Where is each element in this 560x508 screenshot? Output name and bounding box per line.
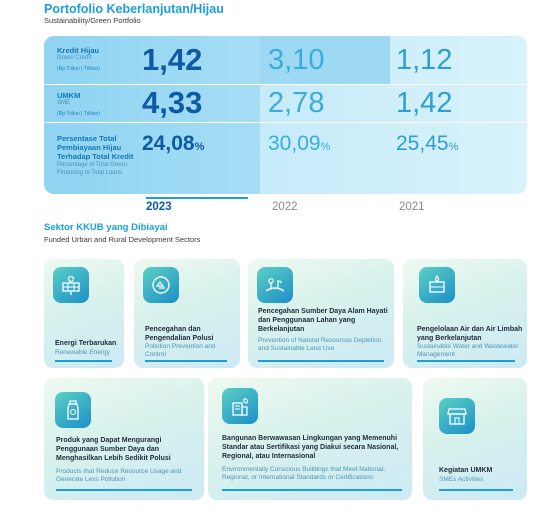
eco-bottle-icon bbox=[55, 392, 91, 428]
card-subtitle: Pollution Prevention and Control bbox=[145, 343, 216, 358]
metric-label-en: Percentage of Total Green Financing to T… bbox=[57, 162, 127, 176]
pct-value: 30,09 bbox=[268, 132, 321, 155]
green-credit-2021-value: 1,12 bbox=[396, 44, 453, 76]
sectors-title: Sektor KKUB yang Dibiayai bbox=[44, 222, 168, 233]
card-underline bbox=[56, 489, 192, 491]
pct-value: 24,08 bbox=[142, 132, 195, 155]
metric-label: Persentase Total Pembiayaan Hijau Terhad… bbox=[57, 134, 134, 161]
green-building-icon bbox=[222, 388, 258, 424]
green-credit-2022-highlight bbox=[260, 36, 390, 84]
card-subtitle: Environmentally Conscious Buildings that… bbox=[222, 466, 385, 481]
metric-label-green-financing-pct: Persentase Total Pembiayaan Hijau Terhad… bbox=[57, 134, 149, 177]
green-credit-2022-value: 3,10 bbox=[268, 44, 325, 76]
green-credit-2023-value: 1,42 bbox=[142, 42, 203, 77]
card-underline bbox=[55, 360, 112, 362]
storefront-icon bbox=[439, 398, 475, 434]
sme-2021-value: 1,42 bbox=[396, 87, 453, 119]
pct-value: 25,45 bbox=[396, 132, 449, 155]
row-divider bbox=[44, 122, 527, 123]
card-underline bbox=[439, 489, 513, 491]
green-financing-pct-2021: 25,45% bbox=[396, 132, 458, 156]
sector-card-renewable-energy: Energi Terbarukan Renewable Energy bbox=[44, 259, 124, 368]
metric-label-en: Green Credit bbox=[57, 55, 92, 61]
card-subtitle: Products that Reduce Resource Usage and … bbox=[56, 468, 182, 483]
metric-label-sme: UMKM SME (Rp Triliun | Trillion) bbox=[57, 91, 137, 117]
card-title: Produk yang Dapat Mengurangi Penggunaan … bbox=[56, 437, 171, 462]
card-title: Bangunan Berwawasan Lingkungan yang Meme… bbox=[222, 435, 399, 460]
sector-card-land-use: Pencegahan Sumber Daya Alam Hayati dan P… bbox=[248, 259, 394, 368]
metric-label: UMKM bbox=[57, 91, 81, 100]
year-2023-label: 2023 bbox=[146, 201, 172, 213]
pct-sign: % bbox=[194, 141, 205, 153]
card-underline bbox=[417, 360, 515, 362]
sector-card-pollution-prevention: Pencegahan dan Pengendalian Polusi Pollu… bbox=[134, 259, 240, 368]
solar-panel-icon bbox=[53, 267, 89, 303]
year-2023-column bbox=[44, 36, 260, 194]
sector-card-sme-activities: Kegiatan UMKM SMEs Activities bbox=[423, 378, 527, 500]
sector-card-water-management: Pengelolaan Air dan Air Limbah yang Berk… bbox=[403, 259, 527, 368]
card-title: Energi Terbarukan bbox=[55, 340, 117, 347]
recycle-globe-icon bbox=[143, 267, 179, 303]
sector-card-green-buildings: Bangunan Berwawasan Lingkungan yang Meme… bbox=[208, 378, 412, 500]
landscape-plants-icon bbox=[257, 267, 293, 303]
year-2021-label: 2021 bbox=[399, 201, 425, 213]
year-2023-underline bbox=[146, 197, 248, 199]
page-title: Portofolio Keberlanjutan/Hijau bbox=[44, 2, 224, 16]
sme-2023-value: 4,33 bbox=[142, 85, 203, 120]
metrics-panel: Kredit Hijau Green Credit (Rp Triliun | … bbox=[44, 36, 527, 194]
metric-label-en: SME bbox=[57, 100, 71, 106]
green-financing-pct-2022: 30,09% bbox=[268, 132, 330, 156]
card-underline bbox=[145, 360, 227, 362]
year-2022-label: 2022 bbox=[272, 201, 298, 213]
sme-2022-value: 2,78 bbox=[268, 87, 325, 119]
metric-unit: (Rp Triliun | Trillion) bbox=[57, 65, 100, 72]
card-subtitle: Sustainable Water and Wastewater Managem… bbox=[417, 343, 519, 358]
card-title: Pencegahan dan Pengendalian Polusi bbox=[145, 326, 214, 342]
card-title: Kegiatan UMKM bbox=[439, 467, 493, 474]
card-title: Pencegahan Sumber Daya Alam Hayati dan P… bbox=[258, 308, 388, 333]
metric-label-green-credit: Kredit Hijau Green Credit (Rp Triliun | … bbox=[57, 46, 137, 72]
water-tank-icon bbox=[419, 267, 455, 303]
sector-card-eco-products: Produk yang Dapat Mengurangi Penggunaan … bbox=[44, 378, 204, 500]
card-subtitle: Prevention of Natural Resources Depletio… bbox=[258, 337, 382, 352]
card-title: Pengelolaan Air dan Air Limbah yang Berk… bbox=[417, 326, 523, 342]
sectors-subtitle: Funded Urban and Rural Development Secto… bbox=[44, 235, 201, 244]
metric-label: Kredit Hijau bbox=[57, 46, 100, 55]
card-subtitle: Renewable Energy bbox=[55, 349, 110, 356]
pct-sign: % bbox=[448, 141, 459, 153]
card-subtitle: SMEs Activities bbox=[439, 476, 484, 483]
row-divider bbox=[44, 84, 527, 85]
card-underline bbox=[258, 360, 384, 362]
metric-unit: (Rp Triliun | Trillion) bbox=[57, 110, 100, 117]
green-financing-pct-2023: 24,08% bbox=[142, 132, 204, 156]
pct-sign: % bbox=[320, 141, 331, 153]
card-underline bbox=[222, 489, 402, 491]
page-subtitle: Sustainability/Green Portfolio bbox=[44, 16, 141, 25]
